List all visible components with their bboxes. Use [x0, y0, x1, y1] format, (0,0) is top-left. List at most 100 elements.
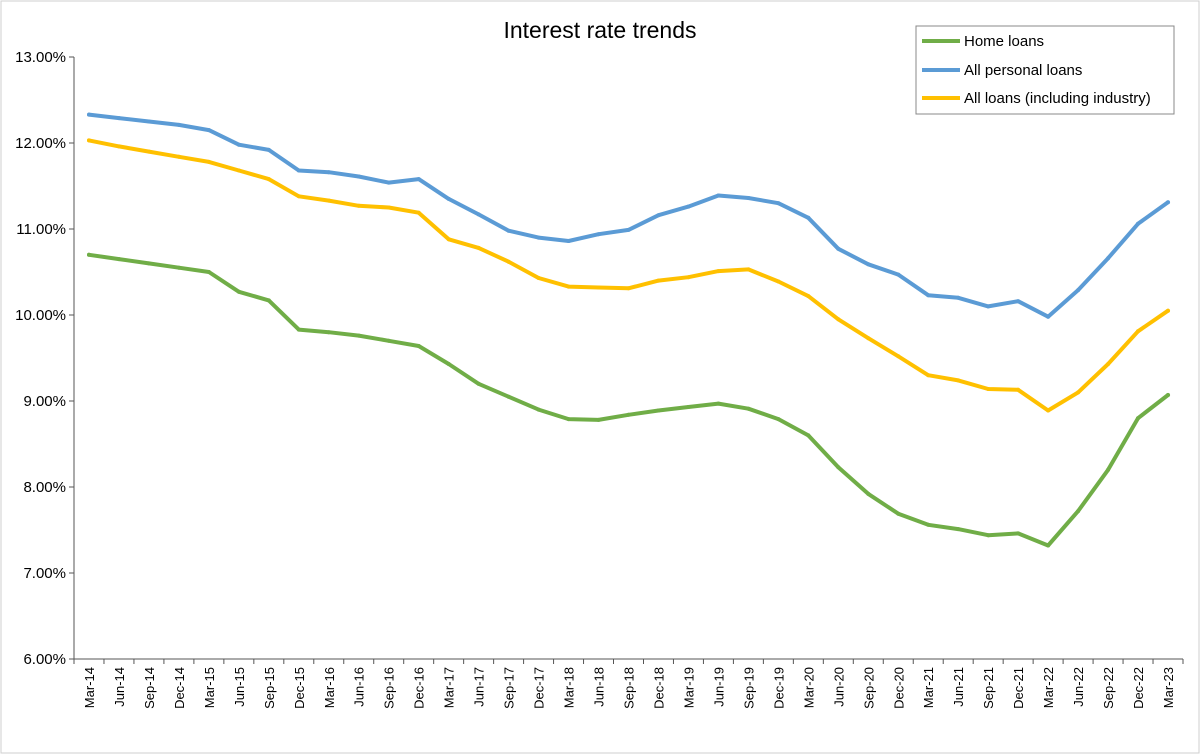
data-point-home-loans — [806, 433, 811, 438]
data-point-home-loans — [956, 527, 961, 532]
data-point-home-loans — [326, 330, 331, 335]
x-tick-label: Jun-18 — [592, 667, 607, 707]
x-tick-label: Mar-17 — [442, 667, 457, 708]
x-tick-label: Mar-22 — [1041, 667, 1056, 708]
data-point-all-personal-loans — [1016, 299, 1021, 304]
data-point-home-loans — [926, 522, 931, 527]
data-point-all-loans-including-industry — [296, 194, 301, 199]
data-point-home-loans — [356, 333, 361, 338]
x-tick-label: Mar-21 — [921, 667, 936, 708]
data-point-all-personal-loans — [566, 239, 571, 243]
x-tick-label: Sep-16 — [382, 667, 397, 709]
data-point-home-loans — [117, 257, 121, 262]
legend-label-home-loans: Home loans — [964, 33, 1044, 50]
x-tick-label: Mar-14 — [82, 667, 97, 708]
x-tick-label: Dec-21 — [1011, 667, 1026, 709]
x-tick-label: Mar-19 — [681, 667, 696, 708]
data-point-home-loans — [1166, 393, 1170, 397]
data-point-all-loans-including-industry — [1076, 390, 1081, 395]
data-point-all-loans-including-industry — [626, 286, 631, 291]
data-point-all-personal-loans — [1136, 221, 1140, 226]
x-tick-label: Jun-19 — [711, 667, 726, 707]
x-tick-label: Dec-17 — [532, 667, 547, 709]
data-point-all-loans-including-industry — [956, 378, 961, 383]
data-point-all-loans-including-industry — [1136, 329, 1140, 334]
x-tick-label: Sep-19 — [741, 667, 756, 709]
data-point-all-loans-including-industry — [536, 276, 541, 280]
data-point-home-loans — [746, 406, 751, 411]
data-point-all-personal-loans — [806, 215, 811, 220]
data-point-all-loans-including-industry — [1046, 408, 1051, 413]
data-point-all-personal-loans — [356, 174, 361, 179]
y-tick-label: 7.00% — [23, 565, 66, 582]
data-point-all-personal-loans — [1076, 288, 1081, 293]
data-point-home-loans — [236, 289, 241, 294]
y-tick-label: 8.00% — [23, 479, 66, 496]
data-point-all-loans-including-industry — [326, 198, 331, 203]
data-point-all-personal-loans — [1166, 200, 1170, 205]
data-point-home-loans — [386, 338, 391, 343]
legend-label-all-personal-loans: All personal loans — [964, 62, 1082, 79]
x-tick-label: Dec-20 — [891, 667, 906, 709]
data-point-all-personal-loans — [87, 112, 91, 117]
data-point-all-loans-including-industry — [686, 275, 691, 280]
x-tick-label: Sep-15 — [262, 667, 277, 709]
data-point-all-personal-loans — [686, 204, 691, 209]
data-point-all-personal-loans — [266, 147, 271, 152]
y-axis: 6.00% 7.00% 8.00% 9.00% 10.00% 11.00% 12.00% 13… — [15, 49, 75, 668]
data-point-all-loans-including-industry — [446, 237, 451, 242]
data-point-all-loans-including-industry — [806, 294, 811, 299]
data-point-home-loans — [146, 261, 151, 266]
data-point-all-loans-including-industry — [566, 284, 571, 289]
data-point-home-loans — [506, 394, 511, 399]
data-point-all-loans-including-industry — [926, 373, 931, 378]
data-point-all-personal-loans — [206, 128, 211, 133]
data-point-all-personal-loans — [746, 196, 751, 200]
x-tick-label: Dec-14 — [172, 667, 187, 709]
data-point-all-personal-loans — [1106, 256, 1111, 261]
data-point-all-loans-including-industry — [236, 168, 241, 173]
x-tick-label: Jun-16 — [352, 667, 367, 707]
data-point-home-loans — [1136, 416, 1140, 421]
data-point-home-loans — [536, 407, 541, 412]
x-tick-label: Jun-15 — [232, 667, 247, 707]
x-tick-label: Jun-20 — [831, 667, 846, 707]
x-tick-label: Mar-18 — [562, 667, 577, 708]
data-point-all-loans-including-industry — [866, 336, 871, 341]
x-tick-label: Sep-17 — [502, 667, 517, 709]
data-point-all-loans-including-industry — [476, 245, 481, 250]
data-point-home-loans — [476, 381, 481, 386]
data-point-all-personal-loans — [326, 170, 331, 175]
y-tick-label: 11.00% — [16, 221, 66, 238]
data-point-all-loans-including-industry — [206, 159, 211, 164]
data-point-all-personal-loans — [1046, 314, 1051, 319]
x-tick-label: Jun-14 — [112, 667, 127, 707]
data-point-all-personal-loans — [656, 213, 661, 218]
data-point-all-personal-loans — [986, 304, 991, 309]
data-point-all-loans-including-industry — [356, 203, 361, 208]
data-point-home-loans — [596, 417, 601, 422]
data-point-home-loans — [1046, 543, 1051, 548]
data-point-all-loans-including-industry — [596, 285, 601, 290]
legend: Home loans All personal loans All loans … — [915, 25, 1175, 115]
data-point-all-personal-loans — [146, 119, 151, 124]
data-point-home-loans — [896, 511, 901, 516]
data-point-all-loans-including-industry — [1016, 387, 1021, 392]
data-point-all-loans-including-industry — [836, 317, 841, 322]
data-point-all-loans-including-industry — [117, 144, 121, 149]
data-point-home-loans — [566, 417, 571, 422]
x-tick-label: Dec-22 — [1131, 667, 1146, 709]
data-point-home-loans — [716, 401, 721, 406]
data-point-all-personal-loans — [836, 246, 841, 251]
data-point-all-personal-loans — [596, 232, 601, 237]
data-point-all-personal-loans — [926, 293, 931, 298]
data-point-all-loans-including-industry — [716, 269, 721, 274]
data-point-home-loans — [1076, 509, 1081, 514]
data-point-all-personal-loans — [866, 262, 871, 267]
data-point-all-personal-loans — [716, 193, 721, 198]
data-point-home-loans — [866, 491, 871, 496]
data-point-all-personal-loans — [236, 142, 241, 147]
data-point-all-personal-loans — [476, 212, 481, 217]
